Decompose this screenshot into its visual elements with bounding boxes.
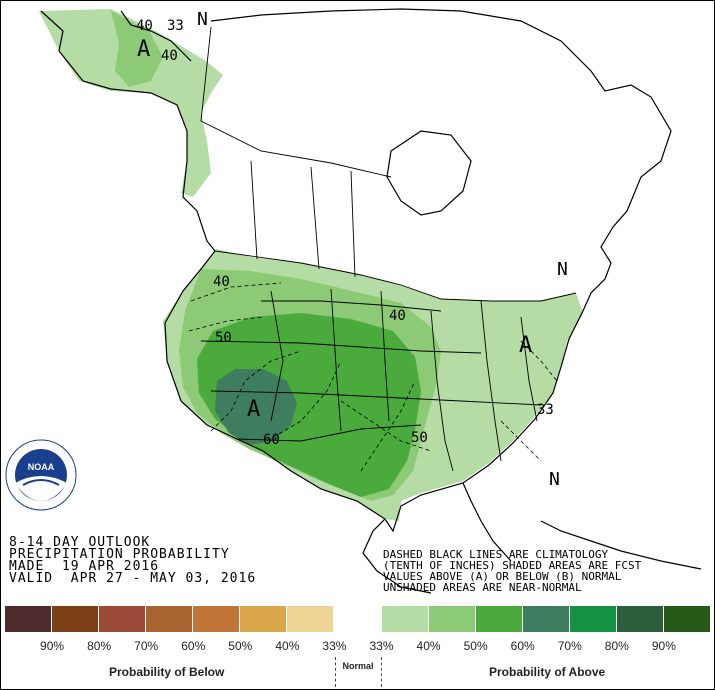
label-50-south: 50 — [411, 430, 428, 446]
label-50-west: 50 — [215, 330, 232, 346]
label-33-alaska: 33 — [167, 18, 184, 34]
noaa-logo-text: NOAA — [28, 462, 55, 472]
legend-swatch — [569, 606, 617, 632]
legend-swatch — [334, 606, 382, 632]
legend-percent-label: 90% — [40, 639, 65, 653]
label-n-northeast: N — [557, 259, 568, 280]
label-33-east: 33 — [537, 402, 554, 418]
label-n-southeast: N — [549, 469, 560, 490]
legend-swatch — [52, 606, 100, 632]
legend-swatch — [428, 606, 476, 632]
outlook-line-2: PRECIPITATION PROBABILITY — [9, 547, 230, 562]
climatology-lines — [188, 282, 558, 472]
legend-above-label: Probability of Above — [489, 665, 606, 679]
label-a-east: A — [519, 333, 533, 358]
notes-line-1: DASHED BLACK LINES ARE CLIMATOLOGY — [383, 548, 609, 561]
legend-percent-label: 70% — [134, 639, 159, 653]
label-40-plains: 40 — [389, 308, 406, 324]
label-a-alaska: A — [137, 37, 151, 62]
legend-swatch — [522, 606, 570, 632]
legend-percent-label: 60% — [510, 639, 535, 653]
normal-divider-right — [381, 657, 382, 687]
legend-percent-label: 33% — [369, 639, 394, 653]
label-n-alaska: N — [197, 9, 208, 30]
legend-swatch — [287, 606, 335, 632]
legend-percent-label: 50% — [228, 639, 253, 653]
outlook-line-4: VALID APR 27 - MAY 03, 2016 — [9, 571, 257, 586]
legend-swatch — [616, 606, 664, 632]
notes-line-3: VALUES ABOVE (A) OR BELOW (B) NORMAL — [383, 570, 622, 583]
legend-percent-label: 40% — [416, 639, 441, 653]
noaa-logo: NOAA — [5, 439, 77, 511]
legend-percent-label: 50% — [463, 639, 488, 653]
precipitation-map — [39, 8, 702, 594]
label-40-west: 40 — [213, 274, 230, 290]
legend-normal-label: Normal — [342, 661, 374, 671]
legend-percents: 90% 80% 70% 60% 50% 40% 33% 33% 40% 50% 60% 70% 80% 9… — [5, 639, 711, 653]
label-60-southwest: 60 — [263, 432, 280, 448]
alaska-shade-40 — [111, 11, 163, 87]
legend-swatches — [5, 606, 711, 632]
notes-line-2: (TENTH OF INCHES) SHADED AREAS ARE FCST — [383, 559, 642, 572]
legend-percent-label: 40% — [275, 639, 300, 653]
label-40-alaska-b: 40 — [161, 48, 178, 64]
legend-swatch — [240, 606, 288, 632]
legend-swatch — [5, 606, 53, 632]
legend-percent-label: 60% — [181, 639, 206, 653]
legend-percent-label: 80% — [604, 639, 629, 653]
legend-swatch — [193, 606, 241, 632]
legend-swatch — [475, 606, 523, 632]
legend-percent-label: 90% — [651, 639, 676, 653]
label-40-alaska-a: 40 — [136, 18, 153, 34]
notes-line-4: UNSHADED AREAS ARE NEAR-NORMAL — [383, 581, 582, 594]
legend-percent-label: 33% — [322, 639, 347, 653]
legend-swatch — [381, 606, 429, 632]
legend-swatch — [99, 606, 147, 632]
legend-percent-label: 70% — [557, 639, 582, 653]
legend-percent-spacer — [687, 639, 711, 653]
alaska-shade-33 — [39, 9, 223, 197]
legend-swatch — [146, 606, 194, 632]
coastlines — [40, 8, 702, 594]
conus-shade-50 — [197, 313, 421, 497]
label-a-southwest: A — [247, 397, 261, 422]
legend-below-label: Probability of Below — [109, 665, 225, 679]
normal-divider-left — [335, 657, 336, 687]
outlook-line-1: 8-14 DAY OUTLOOK — [9, 535, 151, 550]
legend-swatch — [663, 606, 711, 632]
outlook-line-3: MADE 19 APR 2016 — [9, 559, 160, 574]
conus-shade-60 — [215, 369, 297, 445]
legend-percent-label: 80% — [87, 639, 112, 653]
legend-percent-spacer — [5, 639, 29, 653]
